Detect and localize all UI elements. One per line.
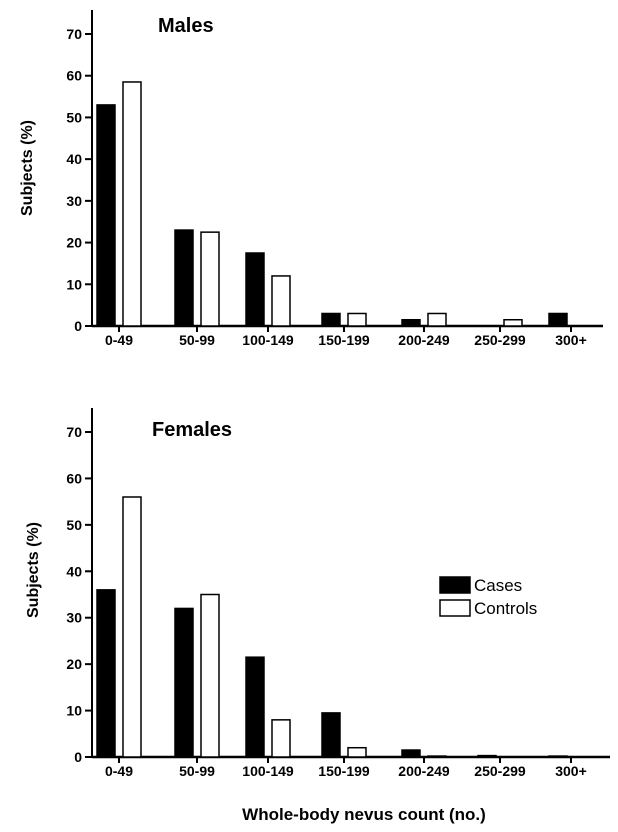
bar-cases-1-1	[174, 607, 194, 758]
chart-title-1: Females	[152, 419, 232, 441]
legend-label-controls: Controls	[474, 599, 537, 618]
x-axis-label-1: Whole-body nevus count (no.)	[242, 805, 486, 824]
bar-cases-1-4	[401, 749, 421, 758]
y-tick-label-0-4: 40	[66, 151, 82, 167]
bar-controls-1-4	[427, 755, 447, 758]
bar-controls-0-0	[122, 81, 142, 327]
y-tick-label-1-0: 0	[74, 749, 82, 765]
x-tick-label-1-0: 0-49	[105, 763, 133, 779]
legend-swatch-controls	[439, 599, 471, 617]
bar-controls-0-5	[503, 318, 523, 327]
y-tick-label-1-5: 50	[66, 517, 82, 533]
bar-controls-1-0	[122, 496, 142, 758]
x-tick-label-1-4: 200-249	[398, 763, 450, 779]
y-tick-label-0-2: 20	[66, 235, 82, 251]
bar-cases-0-6	[548, 312, 568, 327]
y-tick-label-1-1: 10	[66, 703, 82, 719]
bar-cases-0-4	[401, 318, 421, 327]
bar-cases-1-2	[245, 656, 265, 758]
bar-controls-0-3	[347, 312, 367, 327]
y-tick-label-1-6: 60	[66, 470, 82, 486]
x-tick-label-0-3: 150-199	[318, 332, 370, 348]
bar-controls-1-3	[347, 746, 367, 758]
bar-cases-0-2	[245, 252, 265, 327]
y-tick-label-0-7: 70	[66, 26, 82, 42]
bar-cases-1-3	[321, 712, 341, 758]
y-tick-label-0-5: 50	[66, 109, 82, 125]
x-tick-label-1-5: 250-299	[474, 763, 526, 779]
y-axis-label-0: Subjects (%)	[19, 120, 36, 216]
x-tick-label-0-0: 0-49	[105, 332, 133, 348]
y-tick-label-1-4: 40	[66, 563, 82, 579]
x-tick-label-1-2: 100-149	[242, 763, 294, 779]
x-tick-label-0-6: 300+	[555, 332, 587, 348]
bar-cases-0-3	[321, 312, 341, 327]
bar-cases-0-0	[96, 104, 116, 327]
x-tick-label-0-5: 250-299	[474, 332, 526, 348]
bar-controls-1-1	[200, 593, 220, 758]
x-tick-label-1-1: 50-99	[179, 763, 215, 779]
x-tick-label-0-1: 50-99	[179, 332, 215, 348]
y-tick-label-0-3: 30	[66, 193, 82, 209]
y-tick-label-1-2: 20	[66, 656, 82, 672]
bar-controls-0-2	[271, 275, 291, 327]
bar-controls-0-4	[427, 312, 447, 327]
x-tick-label-0-4: 200-249	[398, 332, 450, 348]
legend-swatch-cases	[439, 576, 471, 594]
bar-controls-1-2	[271, 719, 291, 758]
y-tick-label-0-6: 60	[66, 68, 82, 84]
chart-title-0: Males	[158, 15, 214, 37]
x-tick-label-1-6: 300+	[555, 763, 587, 779]
bar-cases-1-0	[96, 589, 116, 758]
y-tick-label-1-7: 70	[66, 424, 82, 440]
y-tick-label-0-1: 10	[66, 276, 82, 292]
x-tick-label-0-2: 100-149	[242, 332, 294, 348]
bar-cases-1-6	[548, 755, 568, 758]
y-tick-label-1-3: 30	[66, 610, 82, 626]
y-axis-label-1: Subjects (%)	[25, 522, 42, 618]
x-tick-label-1-3: 150-199	[318, 763, 370, 779]
bar-cases-1-5	[477, 754, 497, 758]
bar-controls-0-1	[200, 231, 220, 327]
legend-label-cases: Cases	[474, 576, 522, 595]
y-tick-label-0-0: 0	[74, 318, 82, 334]
bar-cases-0-1	[174, 229, 194, 327]
